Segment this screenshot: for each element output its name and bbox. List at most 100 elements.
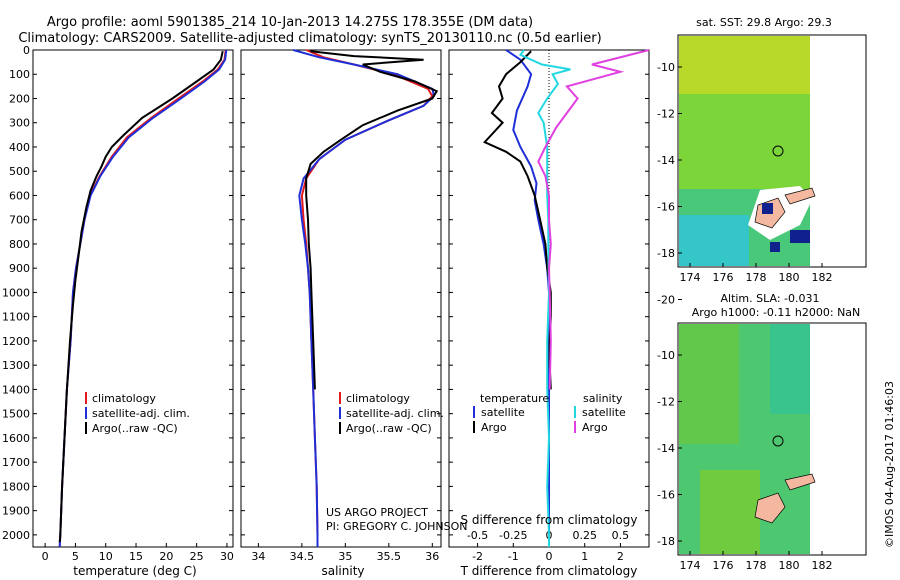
map-x-tick-label: 180 — [779, 271, 800, 284]
map-y-tick-label: -12 — [657, 396, 675, 409]
map-x-tick-label: 182 — [812, 271, 833, 284]
salinity-legend: climatology satellite-adj. clim. Argo(..… — [339, 392, 444, 435]
y-tick-label: 1300 — [2, 359, 30, 372]
x-tick-label: 34 — [251, 550, 265, 563]
map-x-tick-label: 180 — [779, 559, 800, 572]
sla-map: Altim. SLA: -0.031 Argo h1000: -0.11 h20… — [657, 292, 867, 572]
figure-title-line1: Argo profile: aoml 5901385_214 10-Jan-20… — [47, 15, 533, 30]
y-tick-label: 300 — [9, 117, 30, 130]
y-tick-label: 1700 — [2, 456, 30, 469]
sla-map-island-viti-levu — [754, 492, 786, 524]
sst-map-field-mid — [679, 94, 810, 189]
legend-s-argo: Argo — [582, 421, 608, 434]
x-tick-label: 34.5 — [290, 550, 315, 563]
t-difference-axis-label: T difference from climatology — [460, 564, 638, 578]
temperature-axis-label: temperature (deg C) — [73, 564, 196, 578]
y-tick-label: 1000 — [2, 286, 30, 299]
sst-map-field-north — [679, 36, 810, 94]
y-tick-label: 700 — [9, 214, 30, 227]
legend-climatology: climatology — [346, 392, 410, 405]
map-y-tick-label: -14 — [657, 442, 675, 455]
y-tick-label: 100 — [9, 68, 30, 81]
map-y-tick-label: -16 — [657, 489, 675, 502]
legend-satellite: satellite-adj. clim. — [346, 407, 444, 420]
x-tick-label: 0 — [546, 550, 553, 563]
map-y-tick-label: -10 — [657, 349, 675, 362]
sla-map-title-1: Altim. SLA: -0.031 — [720, 292, 819, 305]
credit-pi: PI: GREGORY C. JOHNSON — [326, 520, 467, 533]
sst-map-cell-c — [770, 242, 780, 252]
difference-legend: temperature salinity satellite Argo sate… — [473, 392, 626, 434]
legend-climatology: climatology — [92, 392, 156, 405]
series-s-argo — [537, 49, 650, 390]
argo-float-marker — [772, 435, 784, 447]
map-y-tick-label: -18 — [657, 535, 675, 548]
x2-tick-label: 0.5 — [612, 529, 630, 542]
series-climatology — [300, 49, 434, 547]
x2-tick-label: -0.5 — [467, 529, 488, 542]
y-tick-label: 1500 — [2, 408, 30, 421]
x-tick-label: 35 — [338, 550, 352, 563]
y-tick-label: 1900 — [2, 505, 30, 518]
y-tick-label: 200 — [9, 92, 30, 105]
legend-temperature: temperature — [480, 392, 549, 405]
map-x-tick-label: 176 — [713, 271, 734, 284]
series-layer — [58, 49, 650, 548]
s-difference-axis-label: S difference from climatology — [461, 513, 638, 527]
axes-layer: 0100200300400500600700800900100011001200… — [2, 44, 649, 563]
y-tick-label: 800 — [9, 238, 30, 251]
imos-watermark: ©IMOS 04-Aug-2017 01:46:03 — [883, 381, 896, 548]
x-tick-label: 5 — [72, 550, 79, 563]
y-tick-label: 1600 — [2, 432, 30, 445]
y-tick-label: 400 — [9, 141, 30, 154]
map-y-tick-label: -20 — [657, 294, 675, 307]
map-y-tick-label: -12 — [657, 108, 675, 121]
y-tick-label: 2000 — [2, 529, 30, 542]
y-tick-label: 1100 — [2, 311, 30, 324]
x-tick-label: 30 — [220, 550, 234, 563]
map-y-tick-label: -10 — [657, 61, 675, 74]
legend-t-satellite: satellite — [481, 406, 525, 419]
x-tick-label: 2 — [617, 550, 624, 563]
map-y-tick-label: -14 — [657, 154, 675, 167]
sst-map-cell-b — [790, 230, 810, 243]
x-tick-label: 10 — [99, 550, 113, 563]
map-y-tick-label: -16 — [657, 201, 675, 214]
map-x-tick-label: 174 — [680, 271, 701, 284]
x-tick-label: 36 — [425, 550, 439, 563]
y-tick-label: 1800 — [2, 480, 30, 493]
sla-map-field-east — [770, 324, 810, 414]
sst-map-cell-a — [762, 203, 773, 214]
x-tick-label: -1 — [508, 550, 519, 563]
series-t-argo — [483, 50, 552, 390]
map-x-tick-label: 174 — [680, 559, 701, 572]
x-tick-label: -2 — [472, 550, 483, 563]
y-tick-label: 500 — [9, 165, 30, 178]
y-tick-label: 0 — [23, 44, 30, 57]
salinity-panel-frame — [240, 49, 442, 548]
legend-argo: Argo(..raw -QC) — [346, 422, 432, 435]
series-argo-raw-qc- — [58, 50, 224, 543]
x2-tick-label: 0.25 — [572, 529, 597, 542]
series-climatology — [58, 49, 227, 548]
map-x-tick-label: 178 — [746, 559, 767, 572]
x-tick-label: 15 — [129, 550, 143, 563]
map-x-tick-label: 176 — [713, 559, 734, 572]
x-tick-label: 25 — [190, 550, 204, 563]
sla-map-field-south — [700, 470, 760, 554]
y-tick-label: 1200 — [2, 335, 30, 348]
sst-map-ticks: -10 -12 -14 -16 -18 -20 174 176 178 180 182 — [657, 61, 832, 307]
legend-satellite: satellite-adj. clim. — [92, 407, 190, 420]
map-x-tick-label: 182 — [812, 559, 833, 572]
y-tick-label: 900 — [9, 262, 30, 275]
legend-s-satellite: satellite — [582, 406, 626, 419]
temperature-legend: climatology satellite-adj. clim. Argo(..… — [85, 392, 190, 435]
y-tick-label: 1400 — [2, 383, 30, 396]
sla-map-field-west — [679, 324, 739, 444]
temperature-panel-frame — [32, 49, 234, 548]
sla-map-island-vanua-levu — [784, 473, 816, 491]
x-tick-label: 1 — [581, 550, 588, 563]
series-s-satellite — [518, 49, 571, 547]
x-tick-label: 20 — [159, 550, 173, 563]
sst-map: sat. SST: 29.8 Argo: 29.3 -10-12-14-16-1… — [657, 16, 867, 307]
